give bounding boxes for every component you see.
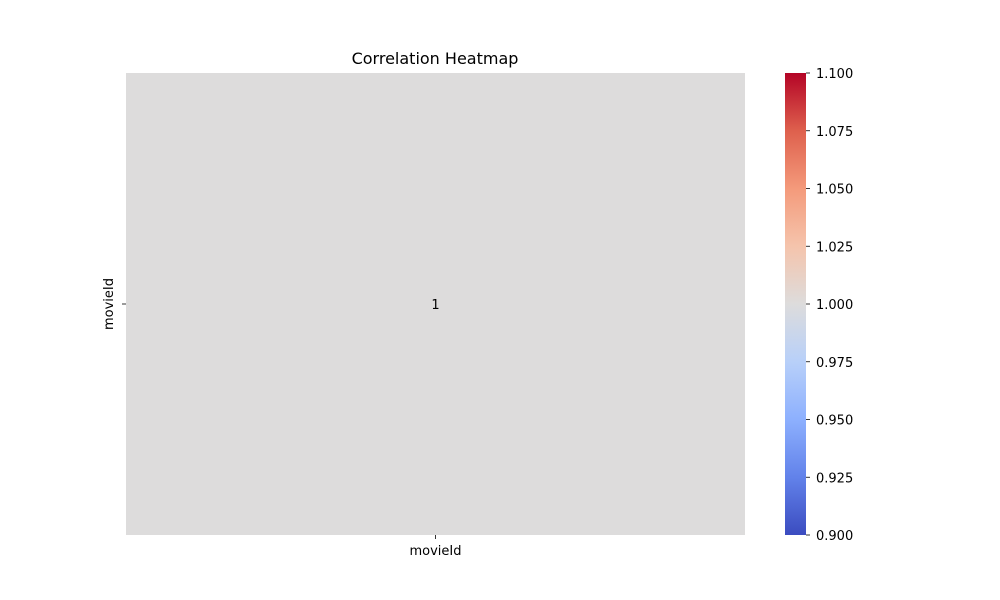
colorbar-tick-label: 0.925 [816,471,853,486]
heatmap-cell [126,73,745,535]
colorbar-tick-label: 1.100 [816,67,853,82]
colorbar-tick-label: 0.950 [816,414,853,429]
colorbar-tick-label: 1.075 [816,125,853,140]
colorbar-tick-label: 1.050 [816,183,853,198]
colorbar: 0.900 0.925 0.950 0.975 1.000 1.025 1.050 1.075… [785,67,853,544]
row-tick-labels: movieId [102,278,126,330]
colorbar-ticks: 0.900 0.925 0.950 0.975 1.000 1.025 1.050 1.075… [806,67,853,544]
column-tick-labels: movieId [409,535,462,559]
row-tick-label: movieId [102,278,117,330]
colorbar-tick-label: 1.000 [816,298,853,313]
colorbar-gradient [785,73,806,535]
colorbar-tick-label: 0.975 [816,356,853,371]
colorbar-tick-label: 0.900 [816,529,853,544]
colorbar-tick-label: 1.025 [816,240,853,255]
column-tick-label: movieId [409,544,461,559]
chart-title: Correlation Heatmap [352,49,519,68]
heatmap-cells: 1 [126,73,745,535]
cell-annotation: 1 [431,298,439,313]
